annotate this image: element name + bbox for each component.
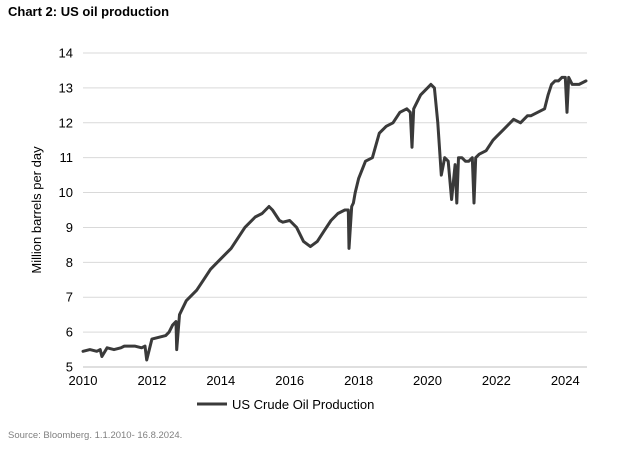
y-axis: 5 6 7 8 9 10 11 12 13 14 <box>59 46 73 375</box>
grid-lines <box>83 52 587 333</box>
x-tick-label: 2012 <box>137 373 166 388</box>
y-tick-label: 9 <box>66 220 73 235</box>
y-tick-label: 10 <box>59 185 73 200</box>
series-line-us-crude-oil-production <box>81 75 588 362</box>
chart-title: Chart 2: US oil production <box>8 4 170 19</box>
x-axis: 2010 2012 2014 2016 2018 2020 2022 2024 <box>69 373 580 388</box>
y-tick-label: 7 <box>66 290 73 305</box>
y-tick-label: 5 <box>66 360 73 375</box>
y-axis-label: Million barrels per day <box>29 146 44 274</box>
x-tick-label: 2010 <box>69 373 98 388</box>
y-tick-label: 6 <box>66 325 73 340</box>
y-tick-label: 8 <box>66 255 73 270</box>
y-tick-label: 13 <box>59 80 73 95</box>
x-tick-label: 2014 <box>206 373 235 388</box>
x-tick-label: 2016 <box>275 373 304 388</box>
legend-label: US Crude Oil Production <box>232 397 374 412</box>
x-tick-label: 2018 <box>344 373 373 388</box>
y-tick-label: 12 <box>59 115 73 130</box>
y-tick-label: 14 <box>59 46 73 61</box>
y-tick-label: 11 <box>60 150 74 165</box>
x-tick-label: 2022 <box>482 373 511 388</box>
x-tick-label: 2024 <box>551 373 580 388</box>
x-tick-label: 2020 <box>413 373 442 388</box>
source-note: Source: Bloomberg. 1.1.2010- 16.8.2024. <box>8 430 183 441</box>
legend: US Crude Oil Production <box>197 397 374 412</box>
